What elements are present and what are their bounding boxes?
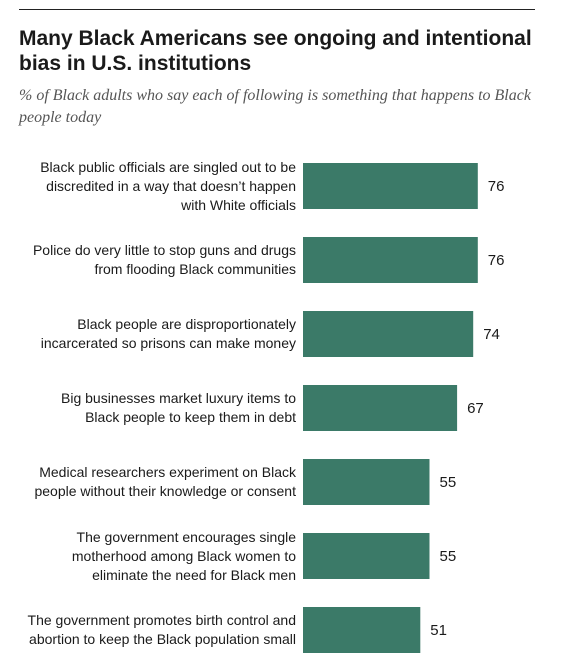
category-label-line: The government promotes birth control an… xyxy=(27,612,296,628)
category-label-line: Black people to keep them in debt xyxy=(85,409,296,425)
data-label: 76 xyxy=(488,252,505,269)
category-label-line: discredited in a way that doesn’t happen xyxy=(46,177,296,194)
chart-subtitle: % of Black adults who say each of follow… xyxy=(19,87,531,126)
category-label-line: Black people are disproportionately xyxy=(77,316,296,332)
data-label: 55 xyxy=(440,548,457,565)
chart-title: Many Black Americans see ongoing and int… xyxy=(19,27,532,75)
category-label: Big businesses market luxury items to Bla… xyxy=(14,389,296,427)
bar xyxy=(303,311,474,357)
data-label: 51 xyxy=(430,622,447,639)
top-rule xyxy=(19,9,535,10)
bar xyxy=(303,163,478,209)
data-label: 76 xyxy=(488,178,505,195)
category-label: The government encourages single motherho… xyxy=(14,528,296,585)
data-label: 74 xyxy=(483,326,500,343)
category-label: Medical researchers experiment on Black p… xyxy=(14,463,296,501)
category-label-line: motherhood among Black women to xyxy=(71,547,296,564)
category-label: Police do very little to stop guns and d… xyxy=(14,241,296,279)
category-label-line: Big businesses market luxury items to xyxy=(61,390,296,406)
bar xyxy=(303,459,430,505)
bar xyxy=(303,607,421,653)
category-label: Black public officials are singled out t… xyxy=(14,158,296,215)
bar xyxy=(303,533,430,579)
category-label-line: incarcerated so prisons can make money xyxy=(40,335,296,351)
category-label: The government promotes birth control an… xyxy=(14,611,296,649)
category-label-line: Black public officials are singled out t… xyxy=(40,158,296,175)
category-label-line: Medical researchers experiment on Black xyxy=(39,464,296,480)
category-label-line: with White officials xyxy=(181,196,296,213)
category-label-line: The government encourages single xyxy=(76,528,296,545)
bar xyxy=(303,237,478,283)
category-label-line: eliminate the need for Black men xyxy=(92,566,296,583)
category-label: Black people are disproportionately incar… xyxy=(14,315,296,353)
data-label: 55 xyxy=(440,474,457,491)
category-label-line: people without their knowledge or consen… xyxy=(34,483,296,499)
bar xyxy=(303,385,458,431)
category-label-line: abortion to keep the Black population sm… xyxy=(29,631,296,647)
data-label: 67 xyxy=(467,400,484,417)
category-label-line: Police do very little to stop guns and d… xyxy=(32,242,296,258)
category-label-line: from flooding Black communities xyxy=(94,261,296,277)
